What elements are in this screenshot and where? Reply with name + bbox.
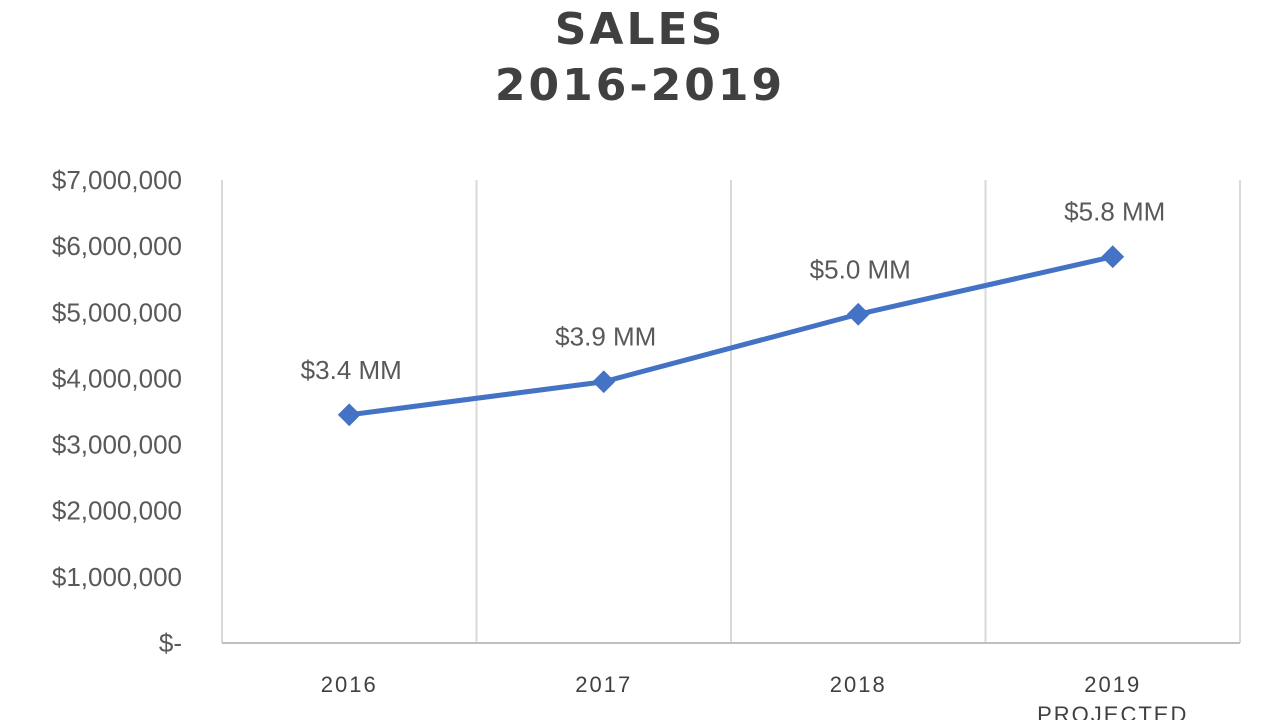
data-label: $3.9 MM (555, 322, 656, 352)
gridlines (221, 180, 1241, 644)
chart-title-line: 2016-2019 (495, 60, 785, 111)
data-point-marker (1101, 245, 1125, 269)
data-labels: $3.4 MM $3.9 MM $5.0 MM $5.8 MM (301, 197, 1166, 385)
y-axis: $- $1,000,000 $2,000,000 $3,000,000 $4,000,0… (52, 165, 182, 658)
y-tick-label: $6,000,000 (52, 231, 182, 261)
data-point-marker (846, 302, 870, 326)
y-tick-label: $7,000,000 (52, 165, 182, 195)
y-tick-label: $2,000,000 (52, 496, 182, 526)
x-axis: 2016 2017 2018 2019 PROJECTED (321, 672, 1188, 720)
chart-title-line: SALES (555, 4, 726, 55)
data-label: $3.4 MM (301, 355, 402, 385)
y-tick-label: $3,000,000 (52, 430, 182, 460)
x-tick-label: 2018 (830, 672, 887, 697)
x-tick-label: PROJECTED (1037, 702, 1188, 720)
x-tick-label: 2019 (1084, 672, 1141, 697)
data-point-marker (337, 403, 361, 427)
x-tick-label: 2017 (575, 672, 632, 697)
y-tick-label: $1,000,000 (52, 562, 182, 592)
series-line (346, 254, 1116, 418)
data-label: $5.0 MM (810, 254, 911, 284)
data-point-marker (592, 370, 616, 394)
sales-series (337, 245, 1125, 427)
x-tick-label: 2016 (321, 672, 378, 697)
data-label: $5.8 MM (1064, 197, 1165, 227)
y-tick-label: $5,000,000 (52, 297, 182, 327)
y-tick-label: $4,000,000 (52, 363, 182, 393)
y-tick-label: $- (159, 628, 182, 658)
